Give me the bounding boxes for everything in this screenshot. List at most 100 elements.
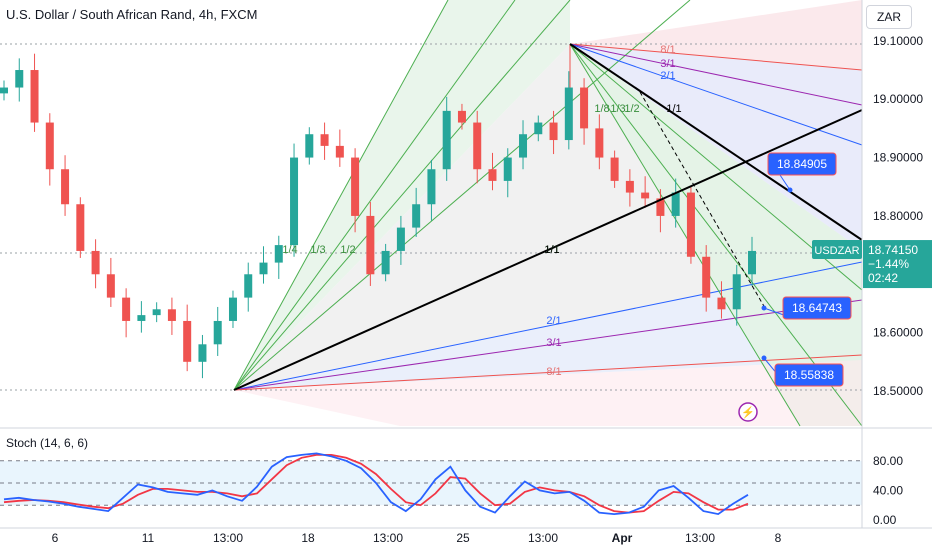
candle-body <box>427 169 436 205</box>
candle-body <box>45 122 54 170</box>
fan-label-top_right-0: 8/1 <box>660 44 675 56</box>
candle-body <box>625 180 634 193</box>
trendline-up <box>233 109 863 391</box>
fan-label-top_right-1: 3/1 <box>660 58 675 70</box>
y-tick-label: 18.50000 <box>873 384 923 398</box>
fan-a-line-5 <box>233 299 863 391</box>
candle-body <box>656 198 665 216</box>
price-badge <box>863 240 932 289</box>
currency-selector[interactable]: ZAR <box>866 5 912 29</box>
fan-a-line-4 <box>233 261 863 391</box>
candle-body <box>30 70 39 123</box>
fan-b-line-3 <box>569 43 863 427</box>
stoch-y-tick-label: 40.00 <box>873 483 903 497</box>
fan-label-lower-0: 1/1 <box>544 244 559 256</box>
candle-body <box>457 110 466 123</box>
candle-body <box>335 145 344 158</box>
candle-body <box>183 320 192 362</box>
candle-layer <box>0 53 756 379</box>
candle-body <box>91 250 100 275</box>
x-tick-label: 11 <box>142 531 155 545</box>
candle-body <box>290 157 299 246</box>
x-tick-label: 6 <box>52 531 59 545</box>
candle-body <box>488 169 497 181</box>
candle-body <box>274 245 283 263</box>
y-tick-label: 18.90000 <box>873 151 923 165</box>
fan-label-right_small-3: 1/1 <box>666 103 681 115</box>
candle-body <box>503 157 512 181</box>
candle-body <box>534 122 543 135</box>
fan-label-lower-3: 8/1 <box>546 366 561 378</box>
candle-body <box>412 204 421 228</box>
x-tick-label: 8 <box>775 531 782 545</box>
candle-body <box>213 320 222 345</box>
callout-value: 18.55838 <box>784 368 834 382</box>
fan-gray-fill <box>234 44 862 390</box>
callout-value: 18.84905 <box>777 157 827 171</box>
candle-body <box>549 122 558 141</box>
fan-a-line-3 <box>233 0 691 391</box>
stoch-layer <box>0 427 932 516</box>
candle-body <box>366 215 375 275</box>
candle-body <box>381 250 390 275</box>
candle-body <box>580 87 589 129</box>
candle-body <box>473 122 482 170</box>
candle-body <box>442 110 451 170</box>
fan-a-line-2 <box>233 0 571 391</box>
event-marker-icon: ⚡ <box>741 406 755 419</box>
fan-b-line-0 <box>569 43 863 71</box>
candle-body <box>610 157 619 181</box>
symbol-badge-text: USDZAR <box>814 245 859 257</box>
candle-body <box>244 274 253 298</box>
stoch-d-line <box>3 454 749 514</box>
callout-box <box>774 363 844 387</box>
fan-label-upper-0: 1/4 <box>282 244 297 256</box>
callout-value: 18.64743 <box>792 301 842 315</box>
fan-b-line-4 <box>569 43 801 427</box>
fan-label-upper-1: 1/3 <box>310 244 325 256</box>
fan-label-right_small-0: 1/8 <box>594 103 609 115</box>
fan-a-line-6 <box>233 354 863 391</box>
price-badge-countdown: 02:42 <box>868 271 898 285</box>
candle-body <box>564 87 573 141</box>
y-tick-label: 19.10000 <box>873 34 923 48</box>
callout-connector <box>779 174 791 191</box>
candle-body <box>702 256 711 298</box>
candle-body <box>305 134 314 158</box>
callout-anchor <box>761 355 767 361</box>
stoch-y-tick-label: 0.00 <box>873 513 897 527</box>
candle-body <box>320 134 329 146</box>
x-tick-label: 13:00 <box>213 531 243 545</box>
callout-box <box>767 152 837 176</box>
stoch-k-line <box>3 452 749 516</box>
candle-body <box>167 309 176 321</box>
fan-a-line-1 <box>233 0 516 391</box>
candle-body <box>137 315 146 321</box>
x-tick-label: 13:00 <box>373 531 403 545</box>
candle-body <box>122 297 131 321</box>
fan-label-lower-2: 3/1 <box>546 337 561 349</box>
fan-b-line-2 <box>569 43 863 146</box>
symbol-badge <box>812 240 862 260</box>
fan-a-line-0 <box>233 0 449 391</box>
x-tick-label: 13:00 <box>685 531 715 545</box>
price-badge-change: −1.44% <box>868 257 909 271</box>
candle-body <box>519 134 528 158</box>
stoch-label: Stoch (14, 6, 6) <box>6 436 89 450</box>
fan-b-line-1 <box>569 43 863 106</box>
candle-body <box>717 297 726 310</box>
fan-label-upper-3: 1/1 <box>544 244 559 256</box>
x-tick-label: 25 <box>456 531 470 545</box>
fan-label-lower-1: 2/1 <box>546 315 561 327</box>
fan-lower-red-fill <box>234 360 862 426</box>
candle-body <box>748 250 756 275</box>
candle-body <box>228 297 237 321</box>
callout-anchor <box>787 187 793 193</box>
candle-body <box>61 169 70 205</box>
fan-upper-red-fill <box>570 0 862 70</box>
fan-label-top_right-2: 2/1 <box>660 70 675 82</box>
stoch-y-tick-label: 80.00 <box>873 454 903 468</box>
